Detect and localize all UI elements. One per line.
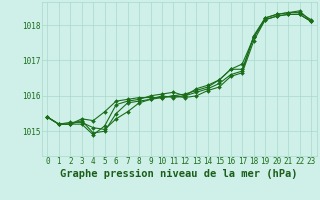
X-axis label: Graphe pression niveau de la mer (hPa): Graphe pression niveau de la mer (hPa) bbox=[60, 169, 298, 179]
